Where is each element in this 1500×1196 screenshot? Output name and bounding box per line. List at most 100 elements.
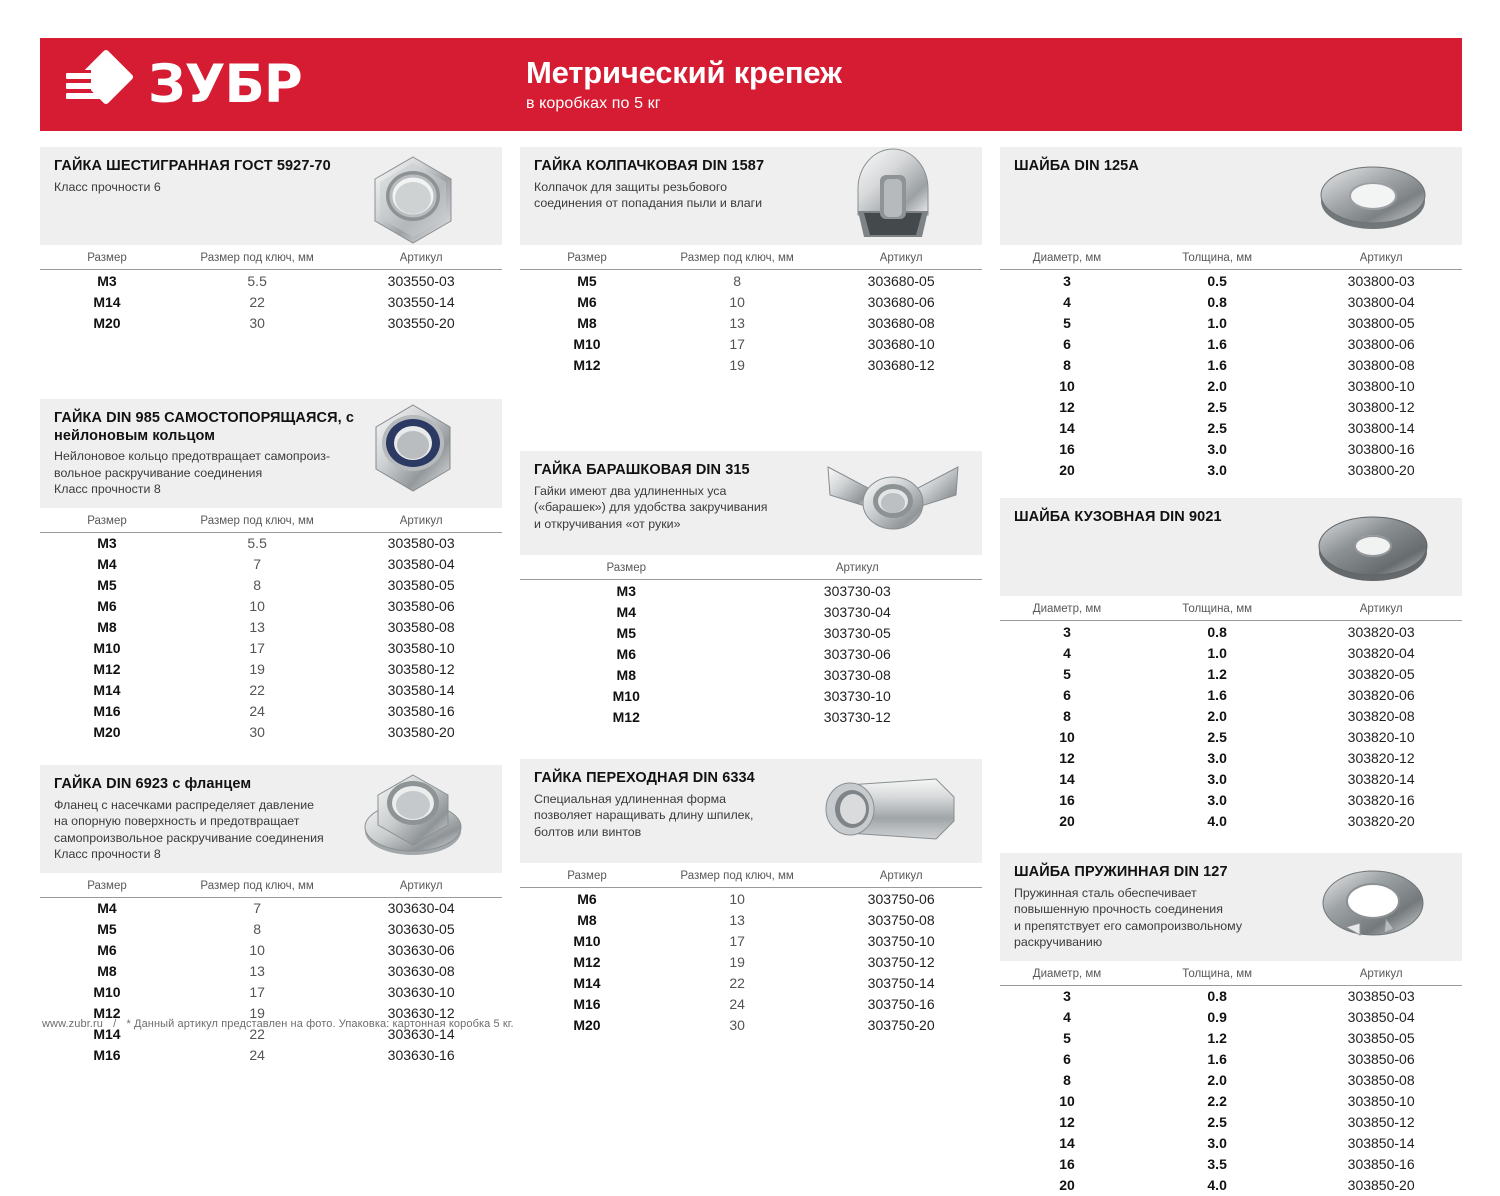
cell-size: 12 bbox=[1059, 749, 1075, 766]
column-header: Размер bbox=[40, 245, 174, 270]
table-row: M5 8 303680-05 bbox=[520, 270, 982, 292]
cell-size: 6 bbox=[1063, 686, 1071, 703]
cell-article: 303750-06 bbox=[867, 890, 935, 907]
table-row: M8 303730-08 bbox=[520, 664, 982, 685]
column-header: Размер bbox=[520, 863, 654, 888]
cell-size: M8 bbox=[97, 619, 117, 636]
cell-thickness: 2.5 bbox=[1207, 419, 1227, 436]
table-row: 12 3.0 303820-12 bbox=[1000, 747, 1462, 768]
cell-article: 303630-10 bbox=[387, 984, 455, 1001]
cell-article: 303820-10 bbox=[1347, 728, 1415, 745]
cell-wrench-size: 5.5 bbox=[247, 535, 267, 552]
table-row: M10 17 303750-10 bbox=[520, 930, 982, 951]
column-header: Артикул bbox=[340, 507, 502, 533]
cell-article: 303630-16 bbox=[387, 1047, 455, 1064]
cell-article: 303800-05 bbox=[1347, 314, 1415, 331]
cell-article: 303730-04 bbox=[823, 603, 891, 620]
catalog-column-1: ГАЙКА ШЕСТИГРАННАЯ ГОСТ 5927-70 Класс про… bbox=[40, 147, 502, 1196]
cell-size: M3 bbox=[97, 272, 117, 289]
wing-nut-photo-icon bbox=[818, 445, 968, 553]
table-row: M12 19 303750-12 bbox=[520, 951, 982, 972]
cell-wrench-size: 24 bbox=[729, 995, 745, 1012]
product-block-body-washer-din-9021: ШАЙБА КУЗОВНАЯ DIN 9021 Диаметр, мм Толщи… bbox=[1000, 498, 1462, 831]
cell-thickness: 2.0 bbox=[1207, 1072, 1227, 1089]
table-row: 5 1.0 303800-05 bbox=[1000, 312, 1462, 333]
cell-wrench-size: 13 bbox=[249, 963, 265, 980]
cell-size: M10 bbox=[93, 640, 121, 657]
cell-article: 303850-08 bbox=[1347, 1072, 1415, 1089]
cell-size: 3 bbox=[1063, 623, 1071, 640]
column-header: Артикул bbox=[1300, 960, 1462, 986]
cell-size: M20 bbox=[93, 724, 121, 741]
column-header: Толщина, мм bbox=[1133, 245, 1301, 270]
table-row: M6 10 303750-06 bbox=[520, 888, 982, 910]
cell-thickness: 3.0 bbox=[1207, 440, 1227, 457]
cell-article: 303580-03 bbox=[387, 535, 455, 552]
product-title: ГАЙКА КОЛПАЧКОВАЯ DIN 1587 bbox=[534, 158, 765, 174]
table-row: 20 4.0 303820-20 bbox=[1000, 810, 1462, 831]
cell-thickness: 3.0 bbox=[1207, 461, 1227, 478]
catalog-columns: ГАЙКА ШЕСТИГРАННАЯ ГОСТ 5927-70 Класс про… bbox=[40, 147, 1462, 1196]
cell-thickness: 0.5 bbox=[1207, 272, 1227, 289]
table-row: 3 0.8 303820-03 bbox=[1000, 621, 1462, 643]
cell-thickness: 0.8 bbox=[1207, 988, 1227, 1005]
column-header: Толщина, мм bbox=[1133, 596, 1301, 621]
cell-size: 4 bbox=[1063, 1009, 1071, 1026]
cell-size: M20 bbox=[573, 1016, 601, 1033]
hex-nut-photo-icon bbox=[338, 141, 488, 249]
cell-size: M10 bbox=[93, 984, 121, 1001]
cell-thickness: 3.0 bbox=[1207, 791, 1227, 808]
cell-wrench-size: 8 bbox=[253, 577, 262, 594]
cell-article: 303750-20 bbox=[867, 1016, 935, 1033]
cell-wrench-size: 24 bbox=[249, 703, 265, 720]
cell-thickness: 1.6 bbox=[1207, 1051, 1227, 1068]
cell-article: 303580-08 bbox=[387, 619, 455, 636]
cell-size: M8 bbox=[577, 314, 597, 331]
cell-size: M16 bbox=[93, 703, 121, 720]
table-row: M10 303730-10 bbox=[520, 685, 982, 706]
cell-article: 303850-03 bbox=[1347, 988, 1415, 1005]
column-header: Размер под ключ, мм bbox=[173, 507, 341, 533]
cell-thickness: 2.0 bbox=[1207, 377, 1227, 394]
table-row: 6 1.6 303820-06 bbox=[1000, 684, 1462, 705]
cell-article: 303850-04 bbox=[1347, 1009, 1415, 1026]
cell-article: 303750-10 bbox=[867, 932, 935, 949]
cell-size: 16 bbox=[1059, 1156, 1075, 1173]
cell-thickness: 1.6 bbox=[1207, 686, 1227, 703]
table-header-row: Размер Размер под ключ, мм Артикул bbox=[520, 245, 982, 270]
table-row: M12 303730-12 bbox=[520, 706, 982, 727]
product-description: Фланец с насечками распределяет давление… bbox=[54, 797, 324, 862]
cell-thickness: 3.5 bbox=[1207, 1156, 1227, 1173]
cell-article: 303800-08 bbox=[1347, 356, 1415, 373]
cell-size: 10 bbox=[1059, 728, 1075, 745]
table-row: M8 13 303630-08 bbox=[40, 961, 502, 982]
table-row: M5 303730-05 bbox=[520, 622, 982, 643]
table-row: 12 2.5 303850-12 bbox=[1000, 1112, 1462, 1133]
cell-size: 6 bbox=[1063, 1051, 1071, 1068]
table-row: 4 0.8 303800-04 bbox=[1000, 291, 1462, 312]
cell-thickness: 1.2 bbox=[1207, 665, 1227, 682]
table-row: 10 2.5 303820-10 bbox=[1000, 726, 1462, 747]
cell-article: 303580-06 bbox=[387, 598, 455, 615]
table-header-row: Размер Размер под ключ, мм Артикул bbox=[40, 507, 502, 533]
cell-size: M12 bbox=[573, 953, 601, 970]
header-titles: Метрический крепеж в коробках по 5 кг bbox=[526, 56, 842, 112]
table-row: 14 2.5 303800-14 bbox=[1000, 417, 1462, 438]
column-header: Артикул bbox=[820, 863, 982, 888]
cell-article: 303800-14 bbox=[1347, 419, 1415, 436]
table-row: M16 24 303580-16 bbox=[40, 701, 502, 722]
cell-article: 303680-05 bbox=[867, 272, 935, 289]
cell-article: 303680-06 bbox=[867, 293, 935, 310]
product-title: ШАЙБА ПРУЖИННАЯ DIN 127 bbox=[1014, 864, 1228, 880]
cell-thickness: 4.0 bbox=[1207, 1177, 1227, 1194]
table-header-row: Размер Размер под ключ, мм Артикул bbox=[40, 245, 502, 270]
cell-thickness: 0.9 bbox=[1207, 1009, 1227, 1026]
cell-wrench-size: 8 bbox=[733, 272, 742, 289]
product-block-cap-nut-din-1587: ГАЙКА КОЛПАЧКОВАЯ DIN 1587 Колпачок для з… bbox=[520, 147, 982, 375]
table-row: 5 1.2 303820-05 bbox=[1000, 663, 1462, 684]
cell-size: 4 bbox=[1063, 644, 1071, 661]
cell-article: 303680-08 bbox=[867, 314, 935, 331]
product-title: ГАЙКА DIN 985 САМОСТОПОРЯЩАЯСЯ, с нейлон… bbox=[54, 410, 355, 444]
footer-site[interactable]: www.zubr.ru bbox=[42, 1018, 104, 1030]
footer-separator: / bbox=[113, 1018, 117, 1030]
